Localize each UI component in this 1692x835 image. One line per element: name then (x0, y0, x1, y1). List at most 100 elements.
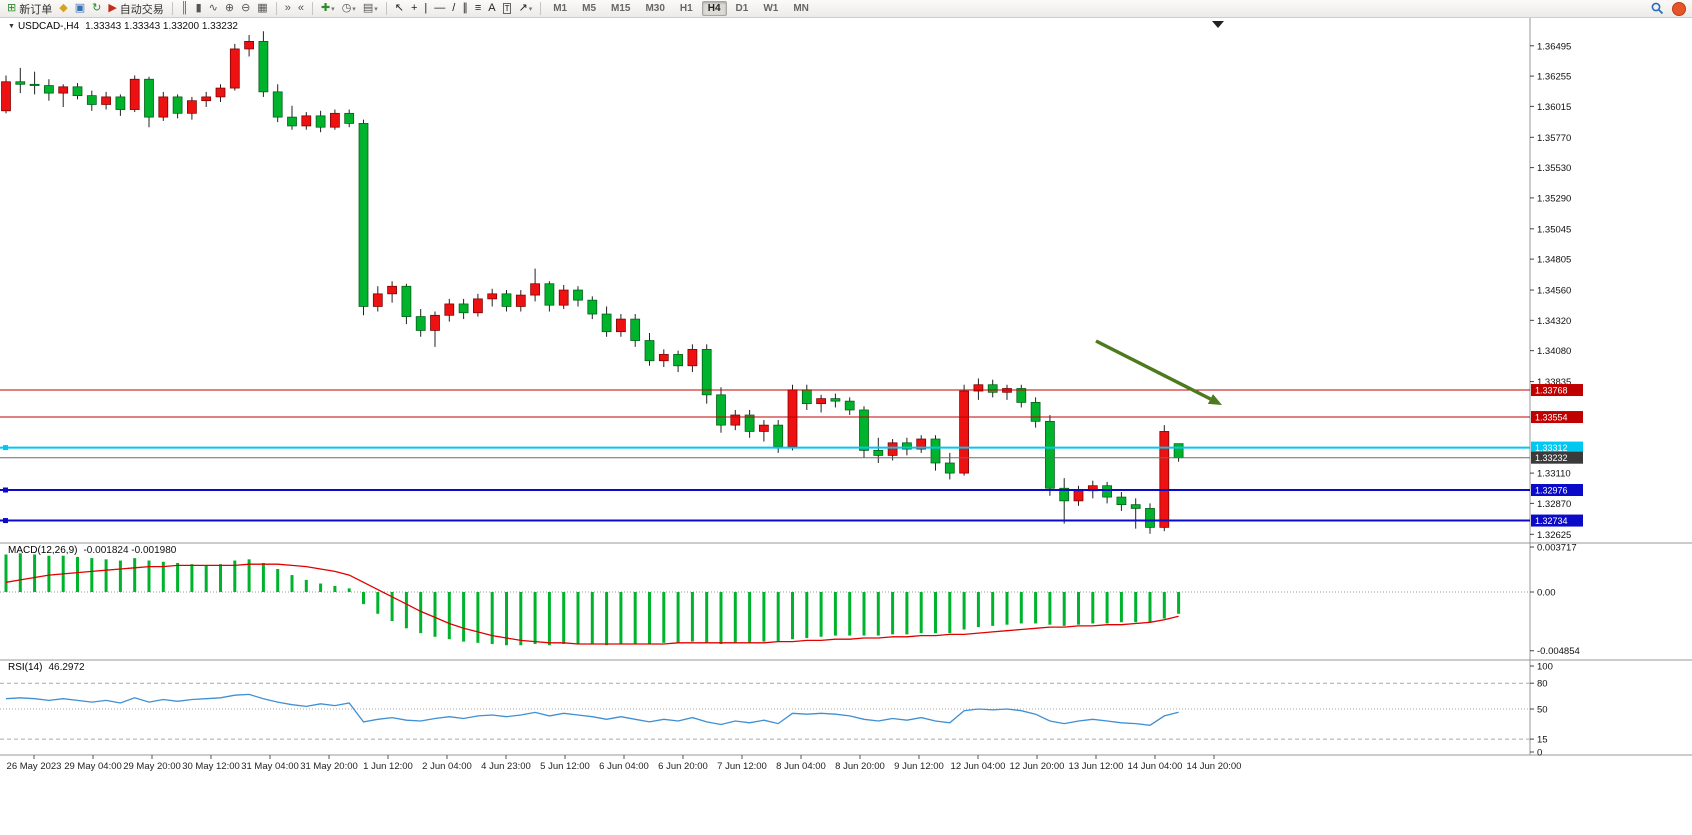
indicators-button[interactable]: ✚ ▾ (318, 1, 338, 17)
candle-body (1016, 388, 1027, 403)
price-tick-label: 1.35530 (1537, 163, 1571, 174)
toolbar-separator (385, 2, 387, 15)
tile-windows-button[interactable]: ▦ (254, 1, 270, 17)
chart-shift-button[interactable]: « (295, 1, 307, 17)
zoom-in-button[interactable]: ⊕ (222, 1, 237, 17)
trend-arrow-annotation[interactable] (1095, 339, 1212, 401)
candle-body (830, 398, 841, 402)
chart-line-button[interactable]: ∿ (206, 1, 221, 17)
price-chart-canvas[interactable]: 1.36495 1.36255 1.36015 1.35770 1.35530 1.352… (0, 18, 1692, 835)
notification-badge[interactable] (1672, 1, 1686, 16)
macd-bar (791, 592, 794, 640)
timeframe-h4-button[interactable]: H4 (701, 1, 727, 16)
macd-bar (1105, 592, 1109, 624)
macd-bar (576, 592, 580, 645)
candle-body (372, 293, 383, 307)
chart-shift-icon: « (297, 2, 304, 14)
arrows-button[interactable]: ↗ ▾ (515, 1, 535, 17)
line-handle[interactable] (3, 518, 8, 524)
candle-body (544, 283, 555, 306)
cursor-button[interactable]: ↖ (392, 1, 407, 17)
alerts-button[interactable]: ◆ (56, 1, 70, 17)
templates-button[interactable]: ▤ ▾ (360, 1, 381, 17)
candle-body (1173, 443, 1184, 459)
timeframe-h1-button[interactable]: H1 (679, 3, 693, 14)
trendline-button[interactable]: / (449, 1, 458, 17)
auto-scroll-button[interactable]: » (282, 1, 294, 17)
candle-body (1116, 496, 1127, 506)
zoom-out-button[interactable]: ⊖ (238, 1, 253, 17)
candle-body (816, 398, 826, 405)
candle-body (315, 115, 326, 128)
candle-body (902, 442, 912, 450)
price-tick-label: 1.35770 (1537, 133, 1571, 144)
add-indicator-icon: ✚ (320, 2, 331, 14)
text-label-button[interactable]: T (500, 1, 515, 17)
candle-body (801, 389, 812, 405)
timeframe-mn-button[interactable]: MN (793, 3, 809, 14)
refresh-button[interactable]: ↻ (89, 1, 104, 17)
timeframe-w1-button[interactable]: W1 (763, 3, 779, 14)
candle-body (187, 100, 197, 114)
channel-button[interactable]: ∥ (459, 1, 471, 17)
timeframe-d1-button[interactable]: D1 (735, 3, 749, 14)
candle-body (201, 96, 212, 102)
fibonacci-button[interactable]: ≡ (472, 1, 484, 17)
candle-body (1145, 508, 1155, 528)
candle-body (129, 78, 140, 110)
timeframe-m5-button[interactable]: M5 (582, 3, 597, 14)
candle-body (172, 96, 183, 114)
cursor-icon: ↖ (394, 2, 404, 14)
macd-bar (4, 554, 8, 592)
rsi-tick-label: 50 (1537, 705, 1548, 716)
crosshair-button[interactable]: + (408, 1, 420, 17)
rsi-value: 46.2972 (48, 662, 85, 673)
macd-bar (104, 559, 108, 592)
timeframe-m1-button[interactable]: M1 (553, 3, 568, 14)
text-button[interactable]: A (485, 1, 498, 17)
candle-body (716, 394, 726, 426)
vertical-line-icon: | (424, 2, 428, 14)
vertical-line-button[interactable]: | (421, 1, 430, 17)
macd-bar (762, 592, 766, 642)
main-toolbar: ⊞ 新订单 ◆ ▣ ↻ ▶ 自动交易 ║ ▮ ∿ ⊕ ⊖ ▦ » « ✚ ▾ ◷ ▾ ▤ ▾ ↖ + | — / ∥ ≡ A T ↗ ▾ M1 M… (0, 0, 1692, 18)
chart-bars-button[interactable]: ║ (178, 1, 192, 17)
autotrading-button[interactable]: ▶ 自动交易 (105, 1, 166, 17)
horizontal-line-button[interactable]: — (431, 1, 448, 17)
candle-body (330, 112, 340, 128)
candle-body (287, 116, 297, 127)
candle-body (744, 414, 755, 432)
macd-bar (1177, 592, 1181, 614)
macd-bar (676, 592, 680, 643)
candle-body (58, 86, 69, 94)
chart-ohlc-values: 1.33343 1.33343 1.33200 1.33232 (85, 21, 238, 32)
new-order-button[interactable]: ⊞ 新订单 (4, 1, 55, 17)
line-handle[interactable] (3, 487, 8, 493)
macd-bar (833, 592, 837, 636)
line-handle[interactable] (3, 445, 8, 451)
periods-button[interactable]: ◷ ▾ (339, 1, 359, 17)
macd-bar (204, 565, 208, 592)
macd-bar (562, 592, 566, 645)
trend-arrow-head[interactable] (1207, 394, 1222, 405)
macd-bar (1148, 592, 1152, 623)
macd-bar (133, 558, 137, 592)
market-watch-button[interactable]: ▣ (72, 1, 88, 17)
candle-body (358, 123, 369, 307)
candle-body (644, 340, 655, 362)
macd-bar (776, 592, 780, 642)
template-icon: ▤ (362, 2, 374, 14)
timeframe-m30-button[interactable]: M30 (645, 3, 665, 14)
search-icon[interactable] (1651, 2, 1664, 15)
symbol-collapse-icon[interactable]: ▼ (8, 23, 15, 30)
time-axis-label: 1 Jun 12:00 (363, 761, 413, 772)
rsi-indicator-label: RSI(14) 46.2972 (8, 662, 85, 673)
macd-tick-label: 0.00 (1537, 588, 1556, 599)
chart-candles-button[interactable]: ▮ (193, 1, 205, 17)
timeframe-m15-button[interactable]: M15 (611, 3, 631, 14)
macd-bar (1048, 592, 1052, 625)
scroll-marker-icon[interactable] (1212, 21, 1224, 28)
price-tag-label: 1.33232 (1535, 453, 1568, 463)
candle-body (444, 303, 455, 316)
macd-bar (505, 592, 508, 646)
